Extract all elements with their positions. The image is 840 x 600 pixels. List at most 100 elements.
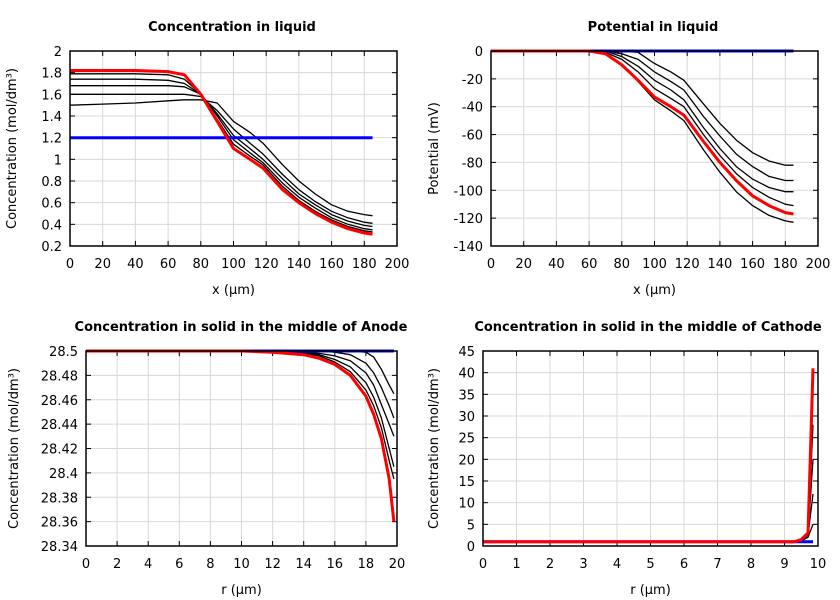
y-axis-label: Potential (mV) bbox=[427, 102, 442, 195]
x-tick-label: 2 bbox=[113, 557, 121, 572]
series-line-red bbox=[86, 349, 396, 522]
x-tick-label: 160 bbox=[319, 257, 344, 272]
x-tick-label: 12 bbox=[264, 557, 281, 572]
x-tick-label: 10 bbox=[233, 557, 250, 572]
y-tick-label: 45 bbox=[458, 345, 475, 360]
x-tick-label: 40 bbox=[548, 257, 565, 272]
series-line-black bbox=[86, 350, 395, 419]
series-line-black bbox=[86, 350, 395, 467]
x-tick-label: 16 bbox=[327, 557, 344, 572]
x-tick-label: 140 bbox=[707, 257, 732, 272]
y-tick-label: 2 bbox=[54, 45, 62, 60]
y-tick-label: 10 bbox=[458, 497, 475, 512]
series-line-black bbox=[86, 350, 395, 480]
y-tick-label: 0.6 bbox=[41, 197, 62, 212]
x-tick-label: 60 bbox=[581, 257, 598, 272]
x-axis-label: x (µm) bbox=[633, 283, 676, 298]
chart-title: Concentration in solid in the middle of … bbox=[474, 320, 822, 335]
x-tick-label: 20 bbox=[94, 257, 111, 272]
series-line-black bbox=[491, 50, 794, 166]
x-tick-label: 1 bbox=[512, 557, 520, 572]
y-tick-label: -80 bbox=[462, 156, 483, 171]
x-tick-label: 4 bbox=[144, 557, 152, 572]
y-tick-label: 1 bbox=[54, 153, 62, 168]
x-tick-label: 40 bbox=[127, 257, 144, 272]
x-axis-label: x (µm) bbox=[212, 283, 255, 298]
series-line-red bbox=[483, 368, 815, 544]
x-tick-label: 60 bbox=[160, 257, 177, 272]
x-tick-label: 7 bbox=[713, 557, 721, 572]
x-tick-label: 20 bbox=[389, 557, 406, 572]
x-tick-label: 6 bbox=[680, 557, 688, 572]
y-tick-label: 0.2 bbox=[41, 240, 62, 255]
x-tick-label: 9 bbox=[780, 557, 788, 572]
y-tick-label: 1.8 bbox=[41, 67, 62, 82]
subplot-2: 0 20 40 60 80 100 120 140 160 180 200 -140 -120 -100 -… bbox=[427, 20, 830, 298]
plot-frame bbox=[490, 50, 819, 247]
y-tick-label: 1.6 bbox=[41, 88, 62, 103]
series-line-black bbox=[491, 50, 794, 193]
x-tick-label: 120 bbox=[675, 257, 700, 272]
series-line-black bbox=[70, 93, 373, 224]
x-tick-label: 200 bbox=[385, 257, 410, 272]
y-tick-label: 20 bbox=[458, 453, 475, 468]
x-tick-label: 4 bbox=[613, 557, 621, 572]
x-tick-label: 0 bbox=[66, 257, 74, 272]
y-tick-label: 0 bbox=[475, 45, 483, 60]
series-line-black bbox=[491, 50, 794, 207]
y-tick-label: 28.4 bbox=[49, 467, 78, 482]
y-tick-label: 35 bbox=[458, 388, 475, 403]
series-line-black bbox=[483, 459, 814, 543]
series-line-black bbox=[69, 99, 373, 217]
chart-title: Potential in liquid bbox=[588, 20, 719, 35]
x-tick-label: 100 bbox=[642, 257, 667, 272]
y-tick-label: 28.38 bbox=[41, 491, 78, 506]
x-tick-label: 140 bbox=[286, 257, 311, 272]
y-tick-label: 28.34 bbox=[41, 540, 78, 555]
y-tick-label: -140 bbox=[453, 240, 483, 255]
subplot-4: 0 1 2 3 4 5 6 7 8 9 10051015202530354045Concentrat… bbox=[427, 320, 826, 598]
x-tick-label: 100 bbox=[221, 257, 246, 272]
y-tick-label: 5 bbox=[467, 518, 475, 533]
plot-frame bbox=[85, 350, 398, 547]
subplot-3: 0 2 4 6 8 10 12 14 16 18 20 28.34 28.36 28.38 28.4 28.4… bbox=[7, 320, 408, 598]
y-tick-label: 28.5 bbox=[49, 345, 78, 360]
y-axis-label: Concentration (mol/dm³) bbox=[427, 368, 442, 529]
y-tick-label: 28.44 bbox=[41, 418, 78, 433]
x-tick-label: 0 bbox=[479, 557, 487, 572]
y-tick-label: 0.4 bbox=[41, 218, 62, 233]
x-tick-label: 80 bbox=[614, 257, 631, 272]
x-axis-label: r (µm) bbox=[221, 583, 262, 598]
y-tick-label: 1.4 bbox=[41, 110, 62, 125]
x-tick-label: 80 bbox=[193, 257, 210, 272]
series-line-black bbox=[70, 73, 373, 233]
y-axis-label: Concentration (mol/dm³) bbox=[5, 68, 20, 229]
series-line-black bbox=[70, 78, 373, 231]
series-line-black bbox=[86, 350, 395, 437]
x-tick-label: 2 bbox=[546, 557, 554, 572]
x-tick-label: 180 bbox=[773, 257, 798, 272]
x-tick-label: 10 bbox=[810, 557, 827, 572]
x-tick-label: 160 bbox=[740, 257, 765, 272]
y-tick-label: 25 bbox=[458, 432, 475, 447]
x-tick-label: 14 bbox=[295, 557, 312, 572]
x-tick-label: 6 bbox=[175, 557, 183, 572]
x-tick-label: 8 bbox=[747, 557, 755, 572]
y-tick-label: 0 bbox=[467, 540, 475, 555]
y-tick-label: 0.8 bbox=[41, 175, 62, 190]
y-tick-label: -20 bbox=[462, 73, 483, 88]
y-tick-label: -60 bbox=[462, 129, 483, 144]
x-tick-label: 0 bbox=[487, 257, 495, 272]
series-line-black bbox=[483, 524, 814, 543]
series-line-red bbox=[70, 69, 373, 236]
y-tick-label: 28.36 bbox=[41, 516, 78, 531]
y-tick-label: 28.48 bbox=[41, 369, 78, 384]
x-tick-label: 20 bbox=[515, 257, 532, 272]
x-tick-label: 120 bbox=[254, 257, 279, 272]
y-tick-label: -40 bbox=[462, 101, 483, 116]
y-tick-label: 30 bbox=[458, 410, 475, 425]
y-tick-label: -120 bbox=[453, 212, 483, 227]
y-tick-label: 28.42 bbox=[41, 443, 78, 458]
plot-frame bbox=[69, 50, 398, 247]
